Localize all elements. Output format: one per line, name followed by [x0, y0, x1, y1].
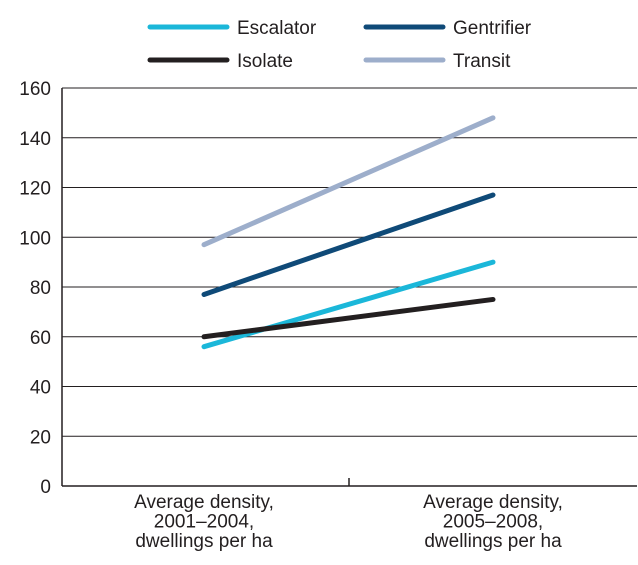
- y-tick-label: 120: [19, 179, 51, 200]
- x-category-label-line: dwellings per ha: [135, 531, 273, 552]
- y-axis-tick-labels: 0 20 40 60 80 100 120 140 160: [19, 79, 51, 498]
- series-line-isolate: [201, 296, 496, 340]
- legend-label: Isolate: [237, 51, 293, 72]
- legend-label: Escalator: [237, 18, 317, 39]
- legend-item-escalator: Escalator: [147, 18, 317, 39]
- y-tick-label: 140: [19, 129, 51, 150]
- gridlines: [62, 87, 637, 437]
- x-axis-category-labels: Average density, 2001–2004, dwellings per …: [134, 492, 563, 552]
- x-category-label-line: 2001–2004,: [154, 512, 254, 533]
- x-category-label-line: dwellings per ha: [424, 531, 562, 552]
- legend-item-isolate: Isolate: [147, 51, 293, 72]
- series-line-transit: [201, 115, 496, 248]
- axes: [61, 88, 637, 487]
- y-tick-label: 100: [19, 228, 51, 249]
- legend: Escalator Gentrifier Isolate Transit: [147, 18, 532, 72]
- y-tick-label: 160: [19, 79, 51, 100]
- y-tick-label: 0: [40, 477, 51, 498]
- x-category-label-line: Average density,: [134, 492, 274, 513]
- y-tick-label: 40: [30, 378, 51, 399]
- legend-label: Gentrifier: [453, 18, 532, 39]
- y-tick-label: 20: [30, 427, 51, 448]
- legend-label: Transit: [453, 51, 511, 72]
- series-line-gentrifier: [201, 192, 496, 297]
- series-lines: [201, 115, 496, 350]
- y-tick-label: 80: [30, 278, 51, 299]
- x-category-label: Average density, 2001–2004, dwellings per …: [134, 492, 274, 552]
- x-category-label: Average density, 2005–2008, dwellings per …: [423, 492, 563, 552]
- x-category-label-line: Average density,: [423, 492, 563, 513]
- legend-item-gentrifier: Gentrifier: [363, 18, 532, 39]
- y-tick-label: 60: [30, 328, 51, 349]
- legend-item-transit: Transit: [363, 51, 511, 72]
- x-category-label-line: 2005–2008,: [443, 512, 543, 533]
